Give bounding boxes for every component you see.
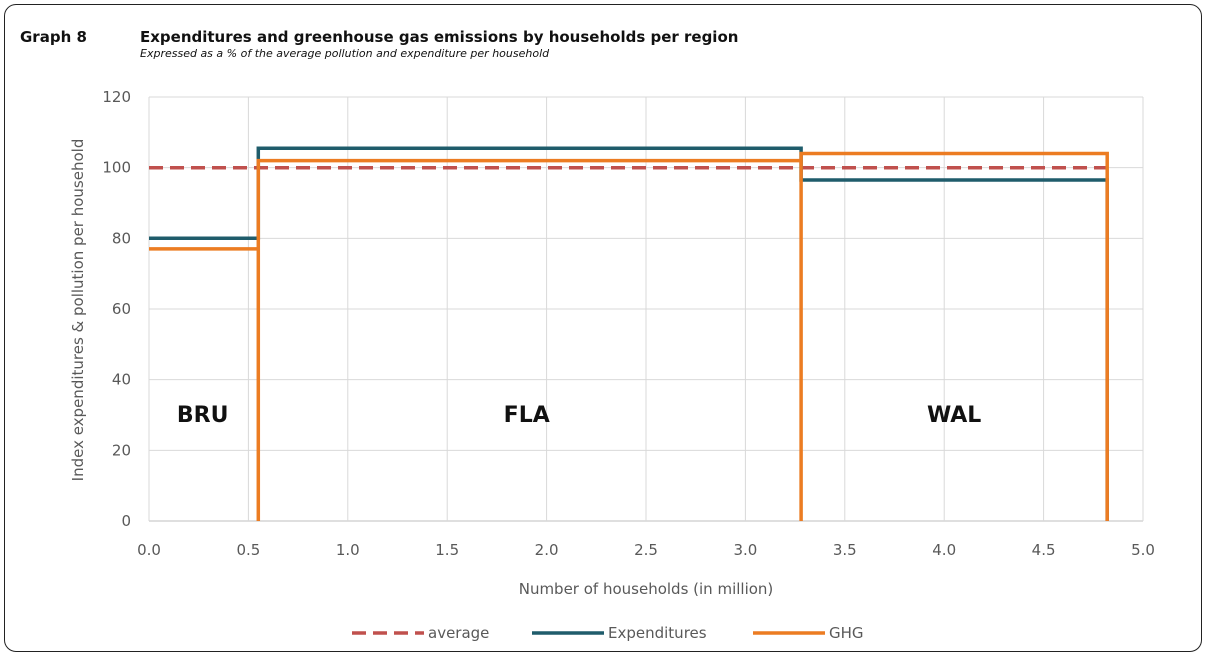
legend-label-average: average [428,624,489,642]
series-line-expenditures [149,146,1109,521]
grid-layer [148,96,1144,522]
x-tick-label: 0.5 [236,541,260,559]
x-tick-label: 5.0 [1131,541,1155,559]
y-tick-label: 120 [102,88,131,106]
legend-label-ghg: GHG [829,624,864,642]
y-tick-label: 80 [112,229,131,247]
chart-title: Expenditures and greenhouse gas emission… [140,28,739,46]
chart-frame [4,4,1202,652]
region-labels: BRU FLA WAL [177,403,981,428]
ticks-layer: 0 20 40 60 80 100 120 0.0 0.5 1.0 1.5 2.0 2.5 3.0 3.5 4… [102,88,1155,559]
y-tick-label: 20 [112,441,131,459]
x-tick-label: 3.5 [833,541,857,559]
legend-label-expenditures: Expenditures [608,624,707,642]
region-label-fla: FLA [504,403,550,428]
chart-subtitle: Expressed as a % of the average pollutio… [140,47,550,60]
x-tick-label: 1.0 [336,541,360,559]
region-label-bru: BRU [177,403,229,428]
y-tick-label: 60 [112,300,131,318]
x-tick-label: 1.5 [435,541,459,559]
x-tick-label: 2.5 [634,541,658,559]
x-tick-label: 3.0 [733,541,757,559]
x-tick-label: 2.0 [535,541,559,559]
x-tick-label: 4.5 [1032,541,1056,559]
y-tick-label: 100 [102,159,131,177]
y-tick-label: 0 [121,512,131,530]
y-axis-label: Index expenditures & pollution per house… [69,139,87,482]
y-tick-label: 40 [112,371,131,389]
x-axis-label: Number of households (in million) [519,580,774,598]
graph-number: Graph 8 [20,28,87,46]
x-tick-label: 0.0 [137,541,161,559]
legend: average Expenditures GHG [352,624,864,642]
region-label-wal: WAL [927,403,981,428]
x-tick-label: 4.0 [932,541,956,559]
series-layer [149,146,1109,521]
series-line-ghg [149,151,1109,521]
